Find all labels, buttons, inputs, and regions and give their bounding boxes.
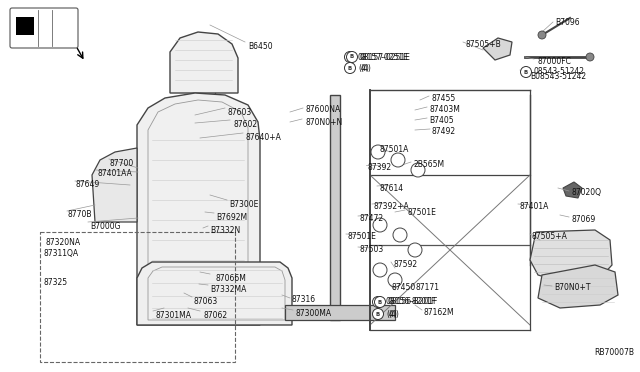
Text: B: B xyxy=(350,55,354,60)
Text: 87501E: 87501E xyxy=(348,232,377,241)
Circle shape xyxy=(586,53,594,61)
Text: B7692M: B7692M xyxy=(216,213,247,222)
Text: 87301MA: 87301MA xyxy=(155,311,191,320)
Circle shape xyxy=(346,51,358,62)
Circle shape xyxy=(372,296,383,308)
Text: 87455: 87455 xyxy=(431,94,455,103)
Text: B7300E: B7300E xyxy=(229,200,259,209)
Polygon shape xyxy=(285,305,395,320)
Circle shape xyxy=(408,243,422,257)
Polygon shape xyxy=(137,93,260,325)
Text: 87062: 87062 xyxy=(203,311,227,320)
Circle shape xyxy=(374,296,385,308)
Circle shape xyxy=(344,51,355,62)
Text: B: B xyxy=(348,55,352,60)
Text: 87316: 87316 xyxy=(292,295,316,304)
Text: 08157-0251E: 08157-0251E xyxy=(358,52,409,61)
Text: 87501A: 87501A xyxy=(380,145,410,154)
Circle shape xyxy=(344,62,355,74)
Text: 87392+A: 87392+A xyxy=(374,202,410,211)
Text: 870N0+N: 870N0+N xyxy=(305,118,342,127)
Text: B7332MA: B7332MA xyxy=(210,285,246,294)
Polygon shape xyxy=(563,182,582,198)
Text: B: B xyxy=(524,70,528,74)
Circle shape xyxy=(372,308,383,320)
Text: 87020Q: 87020Q xyxy=(571,188,601,197)
Text: 87505+A: 87505+A xyxy=(532,232,568,241)
Text: 87171: 87171 xyxy=(416,283,440,292)
Circle shape xyxy=(411,163,425,177)
Text: 87602: 87602 xyxy=(233,120,257,129)
Circle shape xyxy=(520,67,531,77)
Text: 87640+A: 87640+A xyxy=(246,133,282,142)
Text: B7332N: B7332N xyxy=(210,226,240,235)
Text: 87501E: 87501E xyxy=(407,208,436,217)
Text: 87401AA: 87401AA xyxy=(98,169,133,178)
Circle shape xyxy=(538,31,546,39)
Text: 87614: 87614 xyxy=(379,184,403,193)
Text: 87592: 87592 xyxy=(393,260,417,269)
Text: 87320NA: 87320NA xyxy=(46,238,81,247)
Text: 87392: 87392 xyxy=(368,163,392,172)
Text: 87472: 87472 xyxy=(360,214,384,223)
Text: 87162M: 87162M xyxy=(424,308,454,317)
Polygon shape xyxy=(330,95,340,320)
Text: B6450: B6450 xyxy=(248,42,273,51)
Text: 87505+B: 87505+B xyxy=(465,40,500,49)
Text: 87401A: 87401A xyxy=(520,202,549,211)
Text: 87066M: 87066M xyxy=(215,274,246,283)
Circle shape xyxy=(391,153,405,167)
Circle shape xyxy=(371,145,385,159)
Text: 87000FC: 87000FC xyxy=(537,57,571,66)
Text: B: B xyxy=(376,299,380,305)
Text: B7000G: B7000G xyxy=(90,222,120,231)
Text: B: B xyxy=(348,65,352,71)
Text: (4): (4) xyxy=(388,310,399,318)
Text: 08157-0251E: 08157-0251E xyxy=(360,52,411,61)
Circle shape xyxy=(393,228,407,242)
Text: RB70007B: RB70007B xyxy=(594,348,634,357)
Polygon shape xyxy=(137,262,292,325)
Text: 87069: 87069 xyxy=(571,215,595,224)
Text: 87492: 87492 xyxy=(432,127,456,136)
Polygon shape xyxy=(483,38,512,60)
Polygon shape xyxy=(530,230,612,280)
Text: 08156-8201F: 08156-8201F xyxy=(388,298,438,307)
Circle shape xyxy=(373,218,387,232)
Text: 87600NA: 87600NA xyxy=(306,105,341,114)
Text: 87700: 87700 xyxy=(109,159,133,168)
Text: B: B xyxy=(378,299,382,305)
Text: 2B565M: 2B565M xyxy=(413,160,444,169)
Text: 08156-8201F: 08156-8201F xyxy=(386,298,436,307)
Polygon shape xyxy=(170,32,238,93)
Text: 87063: 87063 xyxy=(194,297,218,306)
Text: 08543-51242: 08543-51242 xyxy=(534,67,585,77)
Polygon shape xyxy=(92,148,137,222)
Text: 87603: 87603 xyxy=(228,108,252,117)
Text: 87403M: 87403M xyxy=(429,105,460,114)
Polygon shape xyxy=(538,265,618,308)
Text: 8770B: 8770B xyxy=(68,210,93,219)
Text: 87503: 87503 xyxy=(360,245,384,254)
Circle shape xyxy=(388,273,402,287)
Text: B7096: B7096 xyxy=(555,18,580,27)
Text: (4): (4) xyxy=(360,64,371,73)
Text: B7405: B7405 xyxy=(429,116,454,125)
Text: (4): (4) xyxy=(358,64,369,73)
FancyBboxPatch shape xyxy=(16,17,34,35)
Text: (4): (4) xyxy=(386,310,397,318)
Text: 87450: 87450 xyxy=(392,283,416,292)
FancyBboxPatch shape xyxy=(10,8,78,48)
Text: 87300MA: 87300MA xyxy=(295,309,331,318)
Circle shape xyxy=(373,263,387,277)
Text: 87311QA: 87311QA xyxy=(44,249,79,258)
Text: B: B xyxy=(376,311,380,317)
Text: B70N0+T: B70N0+T xyxy=(554,283,591,292)
Bar xyxy=(40,232,235,362)
Text: 87649: 87649 xyxy=(76,180,100,189)
Text: 87325: 87325 xyxy=(44,278,68,287)
Text: B08543-51242: B08543-51242 xyxy=(530,72,586,81)
